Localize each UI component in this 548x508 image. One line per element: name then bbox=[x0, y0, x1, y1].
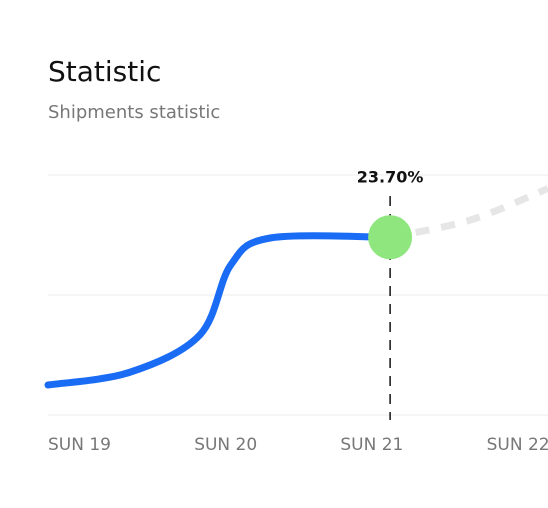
chart-subtitle: Shipments statistic bbox=[48, 102, 220, 123]
highlight-point bbox=[368, 215, 413, 260]
chart-title: Statistic bbox=[48, 55, 161, 88]
line bbox=[44, 232, 394, 389]
line bbox=[389, 185, 548, 241]
x-tick-label: SUN 22 bbox=[487, 435, 548, 455]
x-tick-label: SUN 21 bbox=[340, 435, 403, 455]
x-tick-label: SUN 20 bbox=[194, 435, 257, 455]
value-label: 23.70% bbox=[357, 168, 424, 187]
x-tick-label: SUN 19 bbox=[48, 435, 111, 455]
